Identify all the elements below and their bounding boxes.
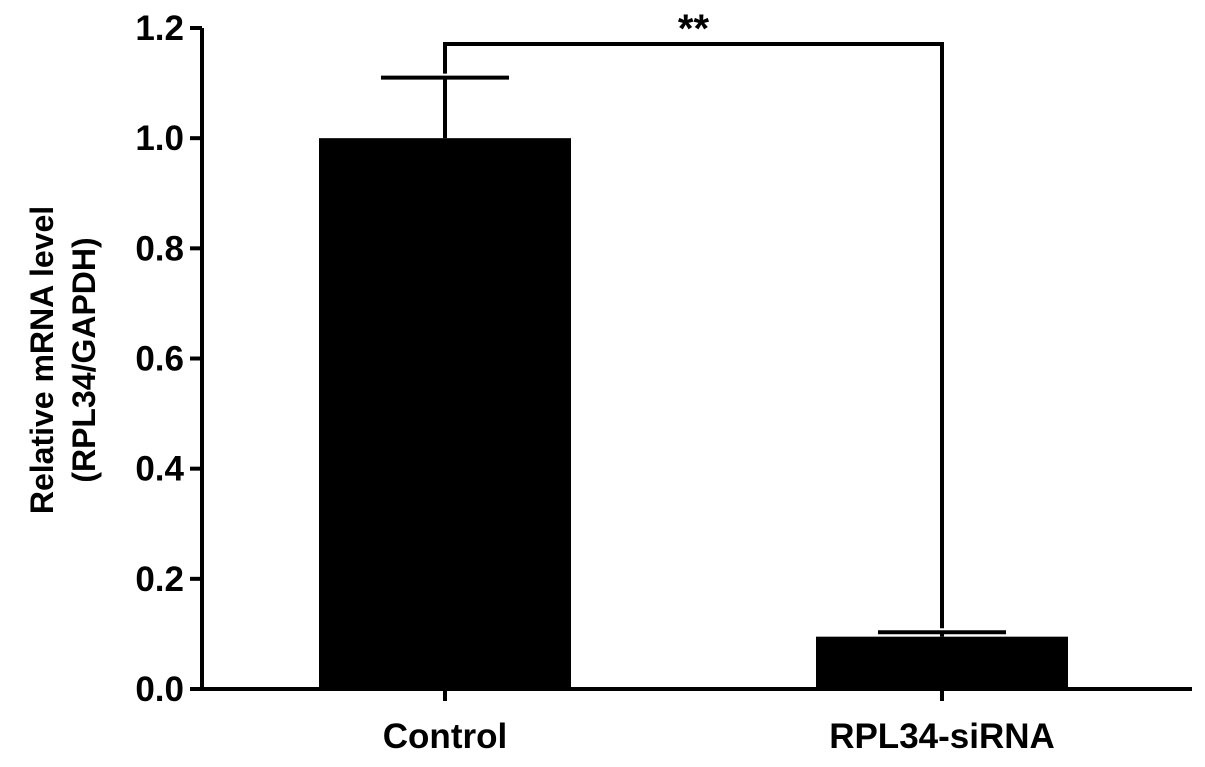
y-tick-label: 1.0	[135, 119, 184, 158]
y-tick-label: 1.2	[135, 9, 184, 48]
significance-line	[443, 42, 944, 629]
x-tick-label: RPL34-siRNA	[829, 717, 1055, 756]
significance-label: **	[678, 7, 710, 51]
y-tick-label: 0.6	[135, 340, 184, 379]
x-tick-label: Control	[383, 717, 507, 756]
y-tick-label: 0.0	[135, 670, 184, 709]
y-axis: 0.0 0.2 0.4 0.6 0.8 1.0 1.2	[135, 9, 204, 709]
y-axis-label-line-2: (RPL34/GAPDH)	[66, 237, 102, 482]
y-axis-label: Relative mRNA level (RPL34/GAPDH)	[24, 206, 102, 514]
error-bars	[381, 75, 1006, 637]
bar-rpl34-sirna	[816, 636, 1068, 689]
y-tick-label: 0.8	[135, 229, 184, 268]
y-tick-label: 0.2	[135, 560, 184, 599]
bar-control	[319, 138, 571, 689]
y-tick-label: 0.4	[135, 450, 184, 489]
x-axis: Control RPL34-siRNA	[200, 687, 1192, 756]
significance-bracket: **	[443, 7, 944, 629]
y-axis-label-line-1: Relative mRNA level	[24, 206, 60, 514]
bars	[319, 138, 1068, 689]
